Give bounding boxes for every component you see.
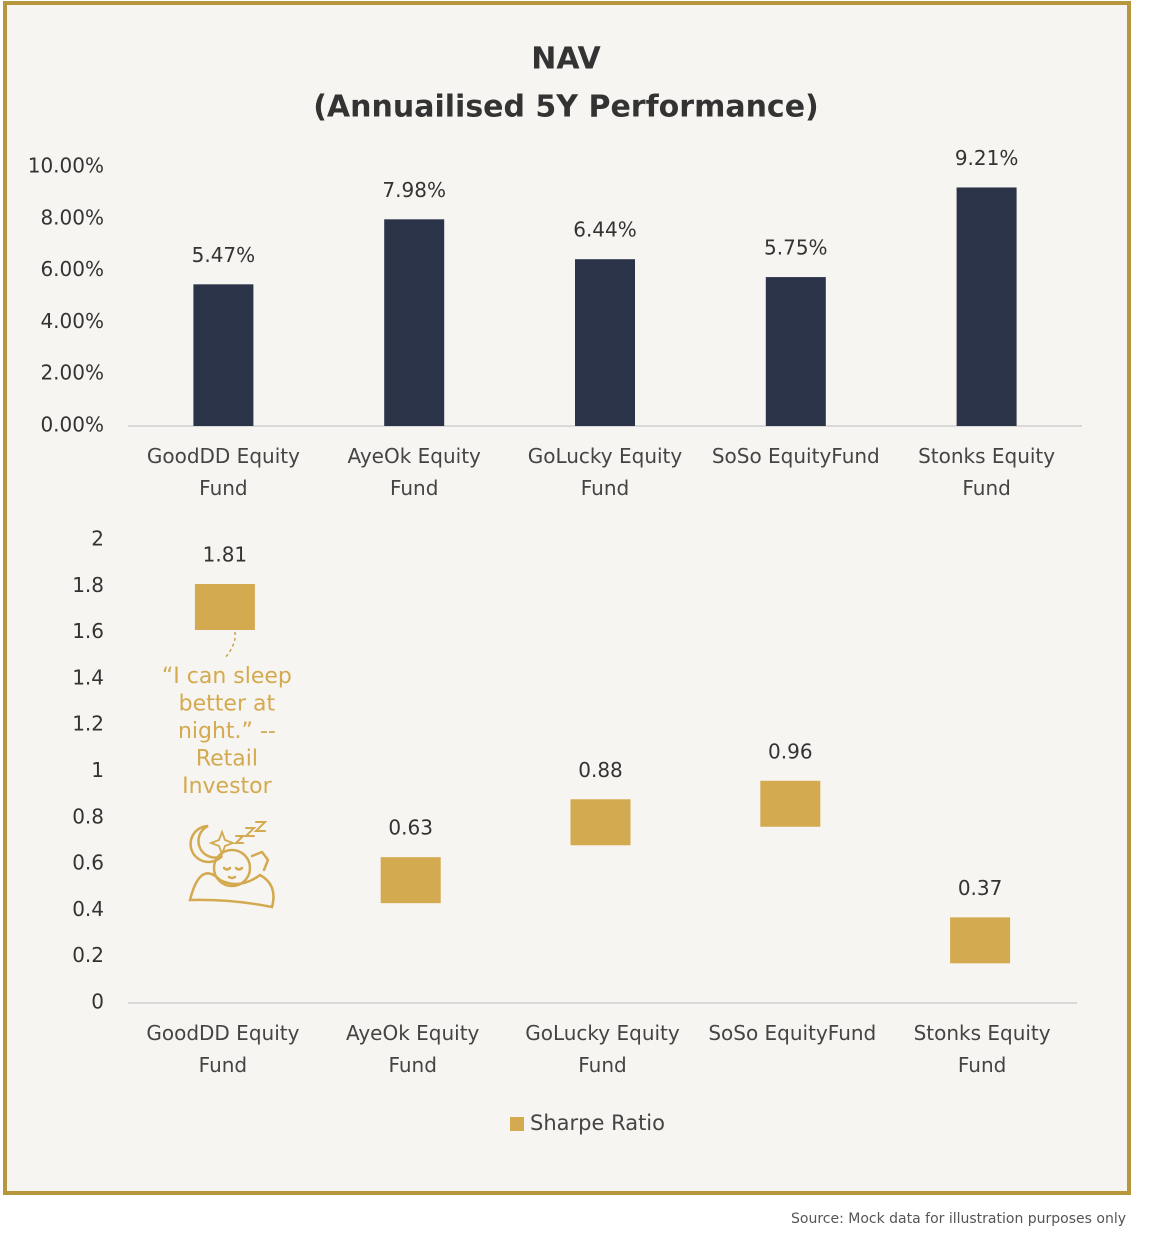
y-tick-label: 0.8 [72,804,104,828]
marker [760,780,821,827]
x-tick-label: AyeOk Equity Fund [346,1021,480,1077]
y-tick-label: 1.2 [72,712,104,736]
y-tick-label: 0.00% [40,413,104,437]
y-tick-label: 0.4 [72,897,104,921]
y-tick-label: 1.8 [72,573,104,597]
source-note: Source: Mock data for illustration purpo… [791,1211,1126,1227]
annotation-leader [224,631,236,659]
legend-label: Sharpe Ratio [530,1111,665,1135]
data-label: 5.75% [764,236,828,260]
data-label: 0.96 [768,739,813,763]
y-tick-label: 8.00% [40,205,104,229]
y-tick-label: 0.6 [72,851,104,875]
x-tick-label: GoodDD Equity Fund [147,444,300,500]
data-label: 9.21% [955,146,1019,170]
chart-title: NAV [531,42,601,77]
marker [380,857,441,904]
bar [956,187,1017,426]
bar [575,259,635,426]
y-tick-label: 0 [91,990,104,1014]
bar [384,219,445,426]
data-label: 7.98% [382,178,446,202]
data-label: 6.44% [573,218,637,242]
x-tick-label: GoodDD Equity Fund [146,1021,299,1077]
y-tick-label: 1 [91,758,104,782]
y-tick-label: 0.2 [72,943,104,967]
x-tick-label: SoSo EquityFund [712,444,880,468]
y-tick-label: 4.00% [40,309,104,333]
y-tick-label: 6.00% [40,257,104,281]
legend-swatch [510,1117,524,1131]
x-tick-label: SoSo EquityFund [708,1021,876,1045]
y-tick-label: 1.4 [72,665,104,689]
bar [193,284,254,426]
x-tick-label: Stonks Equity Fund [918,444,1055,500]
bar [765,277,826,426]
chart-subtitle: (Annuailised 5Y Performance) [313,90,819,125]
data-label: 0.63 [388,816,433,840]
x-tick-label: GoLucky Equity Fund [528,444,683,500]
data-label: 0.88 [578,758,623,782]
data-label: 5.47% [192,243,256,267]
annotation: “I can sleep better at night.” --Retail Inv… [162,664,292,799]
data-label: 0.37 [958,876,1003,900]
x-tick-label: AyeOk Equity Fund [348,444,482,500]
marker [570,799,631,846]
y-tick-label: 10.00% [28,154,104,178]
y-tick-label: 2 [91,527,104,551]
x-tick-label: GoLucky Equity Fund [525,1021,680,1077]
frame [3,1,1131,1195]
y-tick-label: 1.6 [72,619,104,643]
sleep-icon [188,821,275,909]
y-tick-label: 2.00% [40,361,104,385]
data-label: 1.81 [203,542,248,566]
marker [950,917,1011,964]
x-tick-label: Stonks Equity Fund [914,1021,1051,1077]
marker [194,583,255,630]
